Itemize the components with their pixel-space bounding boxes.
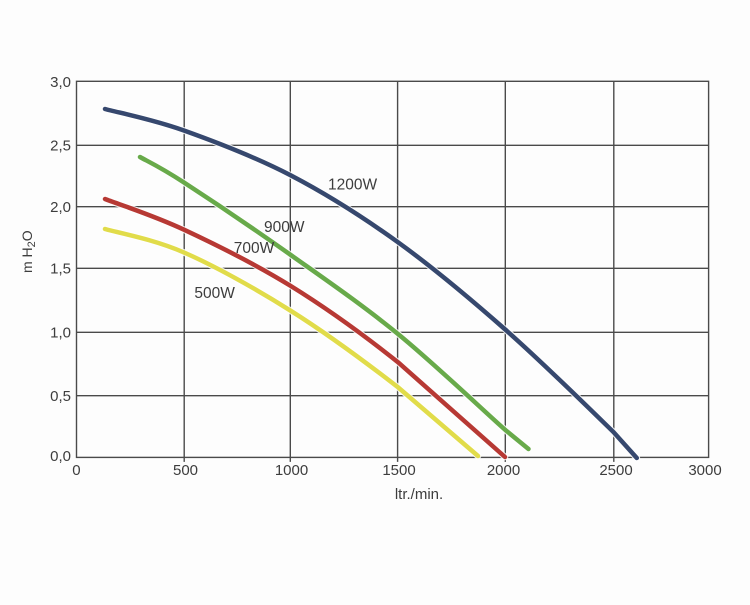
svg-text:ltr./min.: ltr./min. bbox=[395, 486, 443, 503]
svg-text:3,0: 3,0 bbox=[50, 74, 71, 91]
svg-text:0: 0 bbox=[72, 462, 80, 479]
svg-text:700W: 700W bbox=[234, 240, 275, 257]
svg-text:500W: 500W bbox=[194, 285, 235, 302]
svg-text:1500: 1500 bbox=[382, 462, 415, 479]
svg-text:2500: 2500 bbox=[599, 462, 632, 479]
svg-text:2,0: 2,0 bbox=[50, 199, 71, 216]
svg-text:m H2O: m H2O bbox=[19, 230, 38, 273]
svg-text:1,0: 1,0 bbox=[50, 325, 71, 342]
svg-text:0,0: 0,0 bbox=[50, 448, 71, 465]
svg-text:0,5: 0,5 bbox=[50, 388, 71, 405]
svg-text:1,5: 1,5 bbox=[50, 261, 71, 278]
svg-text:2000: 2000 bbox=[487, 462, 520, 479]
svg-text:500: 500 bbox=[173, 462, 198, 479]
svg-text:900W: 900W bbox=[264, 219, 305, 236]
svg-text:1000: 1000 bbox=[275, 462, 308, 479]
svg-text:2,5: 2,5 bbox=[50, 138, 71, 155]
svg-text:1200W: 1200W bbox=[328, 176, 377, 193]
svg-text:3000: 3000 bbox=[688, 462, 721, 479]
